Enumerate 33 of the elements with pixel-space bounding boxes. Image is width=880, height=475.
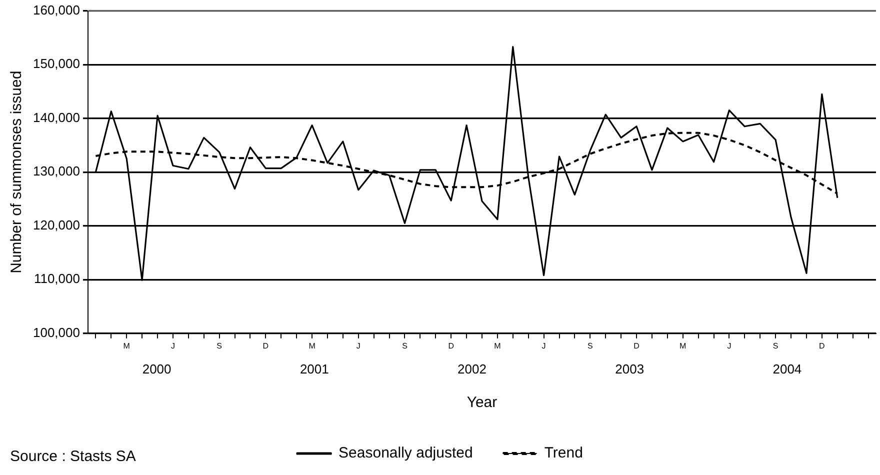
x-tick-label: S [402, 341, 408, 350]
y-axis-title: Number of summonses issued [8, 70, 26, 274]
x-tick-label: D [448, 341, 454, 350]
x-tick-label: J [356, 341, 360, 350]
text: 2003 [615, 361, 644, 376]
y-tick-label: 130,000 [32, 164, 80, 179]
y-tick-label: 150,000 [32, 56, 80, 72]
source-note: Source : Stasts SA [10, 448, 136, 465]
legend-label: Seasonally adjusted [338, 444, 473, 462]
y-tick-label: 120,000 [32, 217, 80, 232]
x-tick-label: D [262, 341, 269, 350]
text: 2001 [300, 361, 329, 376]
y-tick-label: 160,000 [32, 2, 80, 18]
y-tick-label: 140,000 [32, 110, 80, 125]
text: 2000 [142, 361, 172, 376]
x-tick-label: D [634, 341, 640, 350]
x-tick-label: M [494, 341, 502, 350]
x-tick-label: M [123, 341, 130, 350]
x-tick-label: M [308, 341, 316, 350]
x-tick-label: J [542, 341, 546, 350]
y-tick-label: 100,000 [32, 324, 80, 340]
x-tick-label: S [216, 341, 222, 350]
x-tick-label: S [772, 341, 778, 350]
x-tick-label: D [819, 341, 826, 350]
y-tick-label: 110,000 [34, 271, 80, 286]
text: 2002 [458, 361, 486, 376]
x-tick-label: J [727, 341, 732, 350]
x-tick-label: M [680, 341, 687, 350]
legend-label: Trend [544, 444, 583, 462]
x-tick-label: S [587, 341, 593, 350]
x-tick-label: J [170, 341, 175, 350]
x-axis-title: Year [466, 394, 498, 412]
text: 2004 [772, 361, 802, 376]
